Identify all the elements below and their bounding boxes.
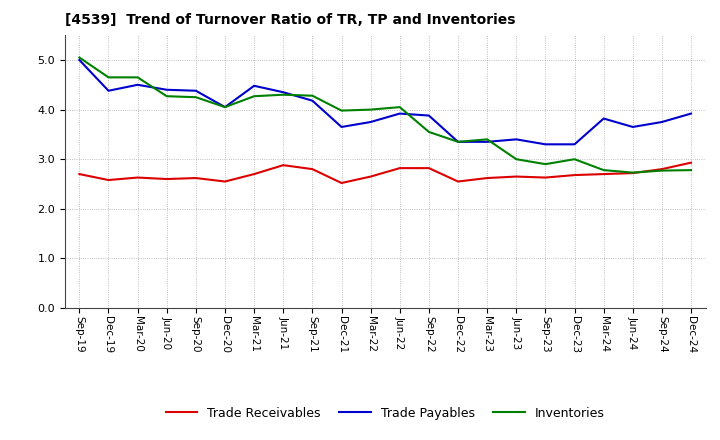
- Trade Receivables: [629, 170, 637, 176]
- Trade Payables: [250, 83, 258, 88]
- Trade Payables: [541, 142, 550, 147]
- Trade Receivables: [657, 166, 666, 172]
- Trade Payables: [629, 125, 637, 130]
- Inventories: [599, 168, 608, 173]
- Trade Payables: [75, 57, 84, 62]
- Inventories: [454, 139, 462, 144]
- Trade Payables: [192, 88, 200, 93]
- Legend: Trade Receivables, Trade Payables, Inventories: Trade Receivables, Trade Payables, Inven…: [161, 402, 610, 425]
- Trade Receivables: [395, 165, 404, 171]
- Trade Receivables: [337, 180, 346, 186]
- Inventories: [657, 168, 666, 173]
- Trade Receivables: [279, 162, 287, 168]
- Inventories: [512, 157, 521, 162]
- Trade Payables: [279, 90, 287, 95]
- Trade Receivables: [308, 166, 317, 172]
- Trade Receivables: [512, 174, 521, 179]
- Trade Payables: [366, 119, 375, 125]
- Trade Receivables: [541, 175, 550, 180]
- Trade Receivables: [599, 172, 608, 177]
- Trade Receivables: [483, 176, 492, 181]
- Inventories: [366, 107, 375, 112]
- Trade Payables: [425, 113, 433, 118]
- Inventories: [308, 93, 317, 99]
- Inventories: [483, 137, 492, 142]
- Trade Receivables: [75, 172, 84, 177]
- Trade Receivables: [250, 172, 258, 177]
- Inventories: [104, 75, 113, 80]
- Trade Receivables: [366, 174, 375, 179]
- Trade Receivables: [220, 179, 229, 184]
- Text: [4539]  Trend of Turnover Ratio of TR, TP and Inventories: [4539] Trend of Turnover Ratio of TR, TP…: [65, 13, 516, 27]
- Inventories: [337, 108, 346, 113]
- Inventories: [133, 75, 142, 80]
- Line: Trade Receivables: Trade Receivables: [79, 163, 691, 183]
- Trade Payables: [599, 116, 608, 121]
- Trade Payables: [483, 139, 492, 144]
- Trade Payables: [308, 98, 317, 103]
- Inventories: [250, 94, 258, 99]
- Inventories: [395, 104, 404, 110]
- Inventories: [687, 168, 696, 173]
- Trade Payables: [163, 87, 171, 92]
- Trade Receivables: [133, 175, 142, 180]
- Trade Receivables: [570, 172, 579, 178]
- Inventories: [75, 55, 84, 60]
- Trade Receivables: [425, 165, 433, 171]
- Trade Payables: [512, 137, 521, 142]
- Trade Payables: [337, 125, 346, 130]
- Inventories: [570, 157, 579, 162]
- Trade Payables: [220, 104, 229, 110]
- Inventories: [163, 94, 171, 99]
- Line: Trade Payables: Trade Payables: [79, 60, 691, 144]
- Trade Payables: [657, 119, 666, 125]
- Inventories: [541, 161, 550, 167]
- Trade Receivables: [163, 176, 171, 182]
- Trade Receivables: [192, 176, 200, 181]
- Trade Payables: [687, 111, 696, 116]
- Line: Inventories: Inventories: [79, 58, 691, 172]
- Trade Payables: [570, 142, 579, 147]
- Trade Receivables: [104, 177, 113, 183]
- Trade Receivables: [687, 160, 696, 165]
- Inventories: [629, 170, 637, 175]
- Trade Payables: [395, 111, 404, 116]
- Inventories: [279, 92, 287, 97]
- Inventories: [192, 95, 200, 100]
- Trade Receivables: [454, 179, 462, 184]
- Inventories: [425, 129, 433, 135]
- Trade Payables: [454, 139, 462, 144]
- Trade Payables: [104, 88, 113, 93]
- Trade Payables: [133, 82, 142, 88]
- Inventories: [220, 104, 229, 110]
